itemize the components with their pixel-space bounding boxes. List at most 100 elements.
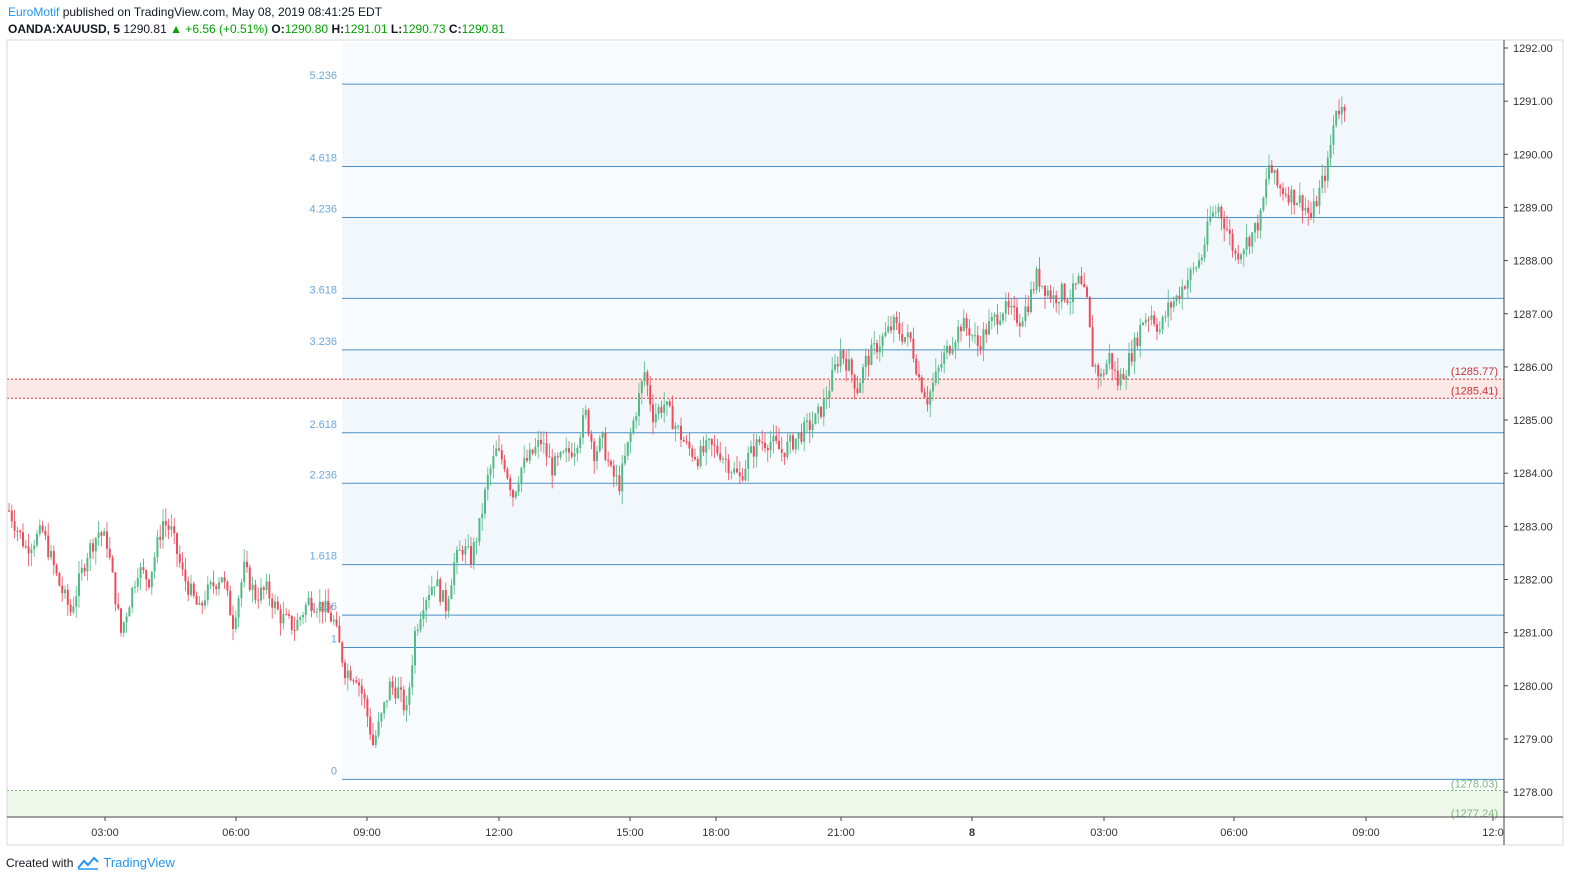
candle-body: [38, 525, 41, 534]
candle-body: [1231, 233, 1234, 251]
candle-body: [817, 406, 820, 414]
candle-body: [988, 321, 990, 335]
candle-body: [433, 586, 436, 588]
candle-body: [565, 448, 568, 452]
candle-body: [304, 604, 307, 615]
fib-band: [342, 483, 1504, 565]
candle-body: [892, 316, 895, 331]
candle-body: [486, 474, 489, 490]
candle-body: [1018, 323, 1021, 327]
y-tick-label: 1283.00: [1513, 521, 1553, 533]
candle-body: [680, 425, 682, 440]
candle-body: [1279, 185, 1282, 189]
candle-body: [436, 579, 439, 587]
candle-body: [940, 363, 943, 368]
candle-body: [100, 532, 103, 536]
candle-body: [898, 323, 901, 334]
candle-body: [534, 446, 537, 454]
candle-body: [1072, 283, 1074, 302]
candle-body: [1114, 369, 1116, 371]
candle-body: [136, 578, 139, 587]
candle-body: [430, 586, 433, 595]
candle-body: [22, 532, 24, 547]
candle-body: [103, 531, 106, 536]
candle-body: [1254, 222, 1256, 233]
candle-body: [671, 405, 674, 430]
candle-body: [744, 468, 747, 481]
candle-body: [209, 582, 212, 585]
candle-body: [1116, 370, 1119, 386]
high-value: 1291.01: [344, 22, 388, 36]
candle-body: [372, 734, 374, 746]
candle-body: [764, 442, 766, 449]
close-label: C:: [448, 22, 462, 36]
candle-body: [562, 451, 565, 453]
candle-body: [856, 388, 859, 393]
candle-body: [72, 606, 75, 613]
candle-body: [1122, 373, 1125, 380]
candle-body: [853, 374, 856, 389]
candle-body: [943, 352, 946, 364]
candle-body: [615, 475, 618, 477]
candle-body: [993, 314, 996, 317]
zone-bottom-label: (1285.41): [1451, 385, 1498, 397]
candle-body: [668, 401, 671, 406]
close-value: 1290.81: [461, 22, 505, 36]
candle-body: [1312, 201, 1315, 218]
candle-body: [1128, 353, 1130, 376]
candle-body: [873, 343, 876, 345]
candle-body: [181, 562, 184, 570]
candle-body: [545, 443, 548, 457]
candle-body: [422, 609, 425, 620]
zone-top-label: (1285.77): [1451, 366, 1498, 378]
candle-body: [360, 685, 363, 694]
y-tick-label: 1285.00: [1513, 415, 1553, 427]
candle-body: [458, 549, 461, 551]
candle-body: [747, 452, 750, 469]
candle-body: [108, 548, 111, 558]
candle-body: [1097, 365, 1100, 377]
candle-body: [397, 687, 400, 699]
candle-body: [19, 530, 22, 533]
candle-body: [1192, 268, 1195, 270]
candle-body: [78, 573, 80, 597]
fib-levels: 5.236 4.618 4.236 3.618 3.236 2.618 2.236 1.618…: [309, 70, 1504, 780]
candle-body: [584, 409, 587, 416]
candle-body: [1161, 316, 1164, 330]
candle-body: [859, 383, 862, 393]
symbol-label[interactable]: OANDA:XAUUSD, 5: [8, 22, 121, 36]
candle-body: [500, 450, 503, 460]
y-tick-label: 1286.00: [1513, 362, 1553, 374]
author-link[interactable]: EuroMotif: [8, 5, 60, 19]
candle-body: [192, 583, 195, 596]
candle-body: [512, 490, 514, 498]
candle-body: [951, 348, 954, 354]
candle-body: [506, 469, 509, 478]
candle-body: [878, 346, 881, 353]
candle-body: [920, 377, 923, 392]
candle-body: [654, 413, 657, 423]
tradingview-brand[interactable]: TradingView: [103, 855, 175, 870]
candle-body: [97, 532, 100, 539]
candle-body: [402, 689, 405, 711]
candle-body: [1234, 250, 1237, 254]
candle-body: [318, 601, 321, 612]
candle-body: [282, 614, 285, 624]
candle-body: [271, 598, 274, 608]
candle-body: [237, 598, 240, 618]
fib-band: [342, 298, 1504, 350]
candle-body: [783, 452, 786, 458]
candle-body: [551, 457, 554, 476]
candle-body: [274, 601, 276, 608]
candle-body: [1013, 305, 1016, 308]
candle-body: [1130, 353, 1133, 362]
x-tick-label: 03:00: [91, 827, 119, 839]
candle-body: [366, 698, 369, 717]
candle-body: [400, 687, 402, 690]
candle-body: [111, 557, 114, 573]
candle-body: [688, 441, 691, 449]
candle-body: [1172, 301, 1175, 308]
candle-body: [1268, 165, 1270, 180]
zone-top-label: (1278.03): [1451, 779, 1498, 791]
